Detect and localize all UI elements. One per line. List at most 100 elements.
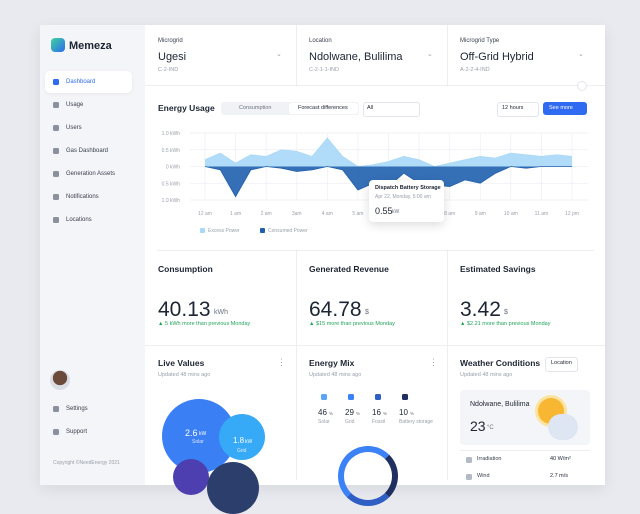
bubble xyxy=(207,462,259,514)
x-tick-label: 1 am xyxy=(230,211,241,217)
brand: Memeza xyxy=(69,40,112,52)
bubble-value: 1.8 xyxy=(233,436,245,445)
bubble xyxy=(219,414,265,460)
stat-change: $2.21 more than previous Monday xyxy=(467,321,551,327)
nav-item[interactable]: Support xyxy=(66,429,88,435)
nav-item[interactable]: Locations xyxy=(66,217,92,223)
tooltip-date: Apr 22, Monday, 5:00 am xyxy=(375,194,431,200)
nav-item[interactable]: Users xyxy=(66,125,82,131)
more-menu[interactable]: ⋮ xyxy=(429,357,438,367)
collapse-button[interactable] xyxy=(577,81,587,91)
tooltip-title: Dispatch Battery Storage xyxy=(375,185,441,191)
filter-value[interactable]: Off-Grid Hybrid xyxy=(460,51,534,63)
tooltip-unit: kW xyxy=(392,209,400,215)
cloud-icon xyxy=(548,414,578,440)
card-title: Weather Conditions xyxy=(460,358,541,368)
stat-change: $15 more than previous Monday xyxy=(316,321,395,327)
updated: Updated 48 mins ago xyxy=(158,372,211,378)
location-button[interactable] xyxy=(545,357,578,372)
filter-value[interactable]: Ndolwane, Bulilima xyxy=(309,51,403,63)
card-title: Live Values xyxy=(158,358,205,368)
bubble-label: Solar xyxy=(192,439,204,445)
mix-unit: % xyxy=(410,411,415,416)
x-tick-label: 11 am xyxy=(535,211,549,217)
tab[interactable]: Forecast differences xyxy=(298,105,348,111)
range-select[interactable] xyxy=(497,102,539,117)
nav-icon xyxy=(53,217,59,223)
dropdown[interactable] xyxy=(363,102,420,117)
tooltip xyxy=(369,180,444,222)
metric-label: Irradiation xyxy=(477,456,502,462)
y-tick-label: 0 kWh xyxy=(166,165,180,171)
stat-title: Estimated Savings xyxy=(460,264,536,274)
y-tick-label: 0.5 kWh xyxy=(162,148,181,154)
more-menu[interactable]: ⋮ xyxy=(277,357,286,367)
mix-label: Battery storage xyxy=(399,419,433,425)
nav-icon xyxy=(53,148,59,154)
bubble-unit: kW xyxy=(199,431,207,437)
metric-value: 2.7 m/s xyxy=(550,473,569,479)
chevron[interactable]: ⌄ xyxy=(276,51,282,58)
bubble-label: Grid xyxy=(237,448,247,454)
range-value: 12 hours xyxy=(502,105,524,111)
filter-code: C-2-1-1-IND xyxy=(309,67,339,73)
trend-icon: ▲ xyxy=(158,321,164,327)
nav-item[interactable]: Generation Assets xyxy=(66,171,116,177)
button-label: Location xyxy=(551,360,572,366)
nav-icon xyxy=(53,171,59,177)
mix-label: Grid xyxy=(345,419,355,425)
chevron[interactable]: ⌄ xyxy=(427,51,433,58)
x-tick-label: 5 am xyxy=(352,211,363,217)
x-tick-label: 12 pm xyxy=(565,211,579,217)
updated: Updated 48 mins ago xyxy=(460,372,513,378)
mix-unit: % xyxy=(356,411,361,416)
x-tick-label: 4 am xyxy=(322,211,333,217)
filter-code: C-2-IND xyxy=(158,67,179,73)
x-tick-label: 10 am xyxy=(504,211,518,217)
stat-change: 5 kWh more than previous Monday xyxy=(165,321,251,327)
nav-item[interactable]: Notifications xyxy=(66,194,99,200)
card-title: Energy Mix xyxy=(309,358,355,368)
filter-value[interactable]: Ugesi xyxy=(158,51,187,63)
nav-icon xyxy=(53,79,59,85)
stat-title: Generated Revenue xyxy=(309,264,389,274)
see-more-button[interactable] xyxy=(543,102,587,115)
avatar[interactable] xyxy=(50,370,70,390)
y-tick-label: 1.0 kWh xyxy=(162,198,181,204)
mix-swatch xyxy=(321,394,327,400)
mix-swatch xyxy=(348,394,354,400)
active-nav-bg xyxy=(45,71,132,93)
logo xyxy=(51,38,65,52)
legend-label: Excess Power xyxy=(208,228,240,234)
nav-item[interactable]: Dashboard xyxy=(66,79,96,85)
mix-swatch xyxy=(375,394,381,400)
stat-value: 3.42 xyxy=(460,298,501,321)
mix-unit: % xyxy=(383,411,388,416)
weather-location: Ndolwane, Bulilima xyxy=(470,401,530,408)
chevron[interactable]: ⌄ xyxy=(578,51,584,58)
metric-value: 40 W/m² xyxy=(550,456,571,462)
legend-swatch xyxy=(260,228,265,233)
filter-code: A-2-2-4-IND xyxy=(460,67,490,73)
mix-swatch xyxy=(402,394,408,400)
x-tick-label: 3am xyxy=(292,211,302,217)
bubble-unit: kW xyxy=(245,439,253,445)
nav-item[interactable]: Settings xyxy=(66,406,88,412)
y-tick-label: 1.0 kWh xyxy=(162,131,181,137)
y-tick-label: 0.5 kWh xyxy=(162,181,181,187)
updated: Updated 48 mins ago xyxy=(309,372,362,378)
nav-icon xyxy=(53,102,59,108)
nav-icon xyxy=(53,194,59,200)
copyright: Copyright ©NeedEnergy 2021 xyxy=(53,460,120,466)
stat-unit: kWh xyxy=(214,309,228,316)
tab[interactable]: Consumption xyxy=(239,105,272,111)
area-line xyxy=(204,137,573,167)
dropdown-value: All xyxy=(367,105,374,111)
legend-label: Consumed Power xyxy=(268,228,308,234)
mix-label: Fossil xyxy=(372,419,386,425)
nav-item[interactable]: Usage xyxy=(66,102,84,108)
button-label: See more xyxy=(549,105,573,111)
page: Memeza Dashboard Usage Users Gas Dashboard G… xyxy=(40,25,605,514)
stat-unit: $ xyxy=(365,309,369,316)
nav-item[interactable]: Gas Dashboard xyxy=(66,148,109,154)
